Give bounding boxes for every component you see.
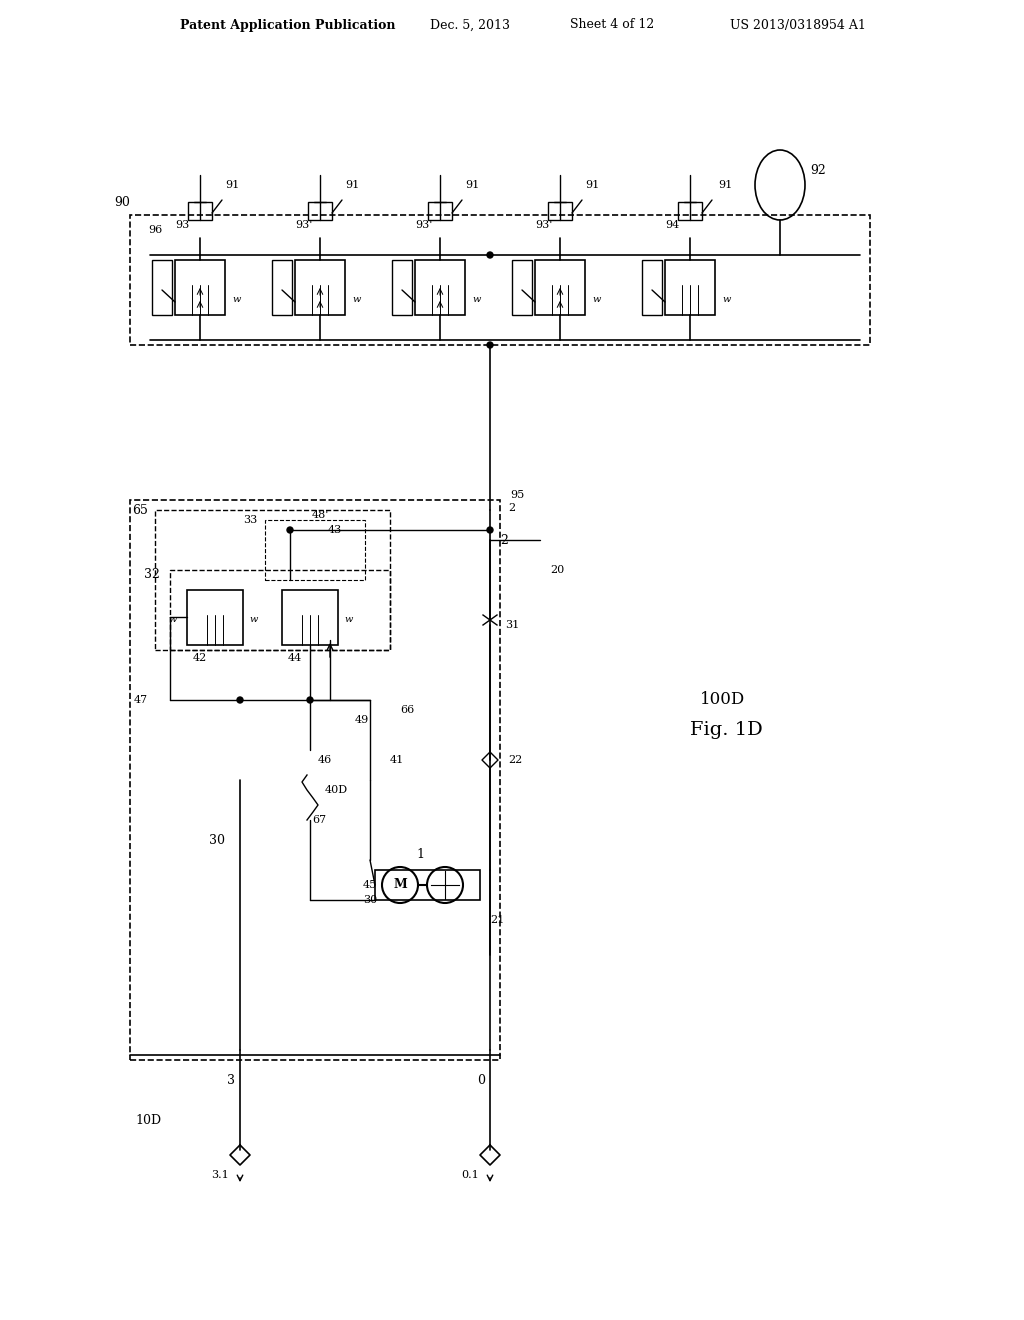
- Bar: [155, 510, 390, 649]
- Circle shape: [307, 697, 313, 704]
- Text: 49: 49: [355, 715, 370, 725]
- Text: 44: 44: [288, 653, 302, 663]
- Text: 45: 45: [362, 880, 377, 890]
- Text: 93': 93': [535, 220, 552, 230]
- Text: Fig. 1D: Fig. 1D: [690, 721, 763, 739]
- Bar: [512, 260, 532, 315]
- Text: 92: 92: [810, 164, 825, 177]
- Bar: [265, 520, 365, 579]
- Text: 95: 95: [510, 490, 524, 500]
- Text: 67: 67: [312, 814, 326, 825]
- Text: 3: 3: [227, 1073, 234, 1086]
- Bar: [130, 500, 500, 1060]
- Bar: [642, 260, 662, 315]
- Text: 0: 0: [477, 1073, 485, 1086]
- Circle shape: [287, 527, 293, 533]
- Text: 100D: 100D: [700, 692, 745, 709]
- Bar: [130, 215, 870, 345]
- Bar: [548, 202, 572, 220]
- Text: 93': 93': [295, 220, 312, 230]
- Text: w: w: [344, 615, 352, 624]
- Bar: [152, 260, 172, 315]
- Text: w: w: [352, 296, 360, 305]
- Text: US 2013/0318954 A1: US 2013/0318954 A1: [730, 18, 866, 32]
- Bar: [678, 202, 702, 220]
- Text: 91: 91: [225, 180, 240, 190]
- Bar: [282, 590, 338, 645]
- Text: 2: 2: [508, 503, 515, 513]
- Text: 96: 96: [148, 224, 162, 235]
- Bar: [175, 260, 225, 315]
- Text: Patent Application Publication: Patent Application Publication: [180, 18, 395, 32]
- Text: 91: 91: [345, 180, 359, 190]
- Text: 33: 33: [243, 515, 257, 525]
- Text: 93: 93: [175, 220, 189, 230]
- Text: 3.1: 3.1: [211, 1170, 229, 1180]
- Circle shape: [237, 697, 243, 704]
- Text: w: w: [592, 296, 600, 305]
- Text: 65: 65: [132, 503, 148, 516]
- Bar: [415, 260, 465, 315]
- Circle shape: [487, 527, 493, 533]
- Text: 30: 30: [209, 833, 225, 846]
- Circle shape: [487, 252, 493, 257]
- Bar: [170, 570, 390, 649]
- Text: 0.1: 0.1: [461, 1170, 479, 1180]
- Text: w: w: [722, 296, 730, 305]
- Text: 46: 46: [318, 755, 332, 766]
- Text: 94: 94: [665, 220, 679, 230]
- Text: M: M: [393, 879, 407, 891]
- Text: w: w: [249, 615, 257, 624]
- Bar: [308, 202, 332, 220]
- Text: 47: 47: [134, 696, 148, 705]
- Text: w: w: [472, 296, 480, 305]
- Text: 20: 20: [550, 565, 564, 576]
- Text: 41: 41: [390, 755, 404, 766]
- Text: 93': 93': [415, 220, 432, 230]
- Text: 40D: 40D: [325, 785, 348, 795]
- Bar: [665, 260, 715, 315]
- Text: 22: 22: [508, 755, 522, 766]
- Text: 10D: 10D: [135, 1114, 161, 1126]
- Bar: [187, 590, 243, 645]
- Bar: [535, 260, 585, 315]
- Text: 42: 42: [193, 653, 207, 663]
- Text: Sheet 4 of 12: Sheet 4 of 12: [570, 18, 654, 32]
- Text: 66: 66: [400, 705, 415, 715]
- Text: 91: 91: [585, 180, 599, 190]
- Text: Dec. 5, 2013: Dec. 5, 2013: [430, 18, 510, 32]
- Text: 91: 91: [465, 180, 479, 190]
- Bar: [188, 202, 212, 220]
- Text: 43: 43: [328, 525, 342, 535]
- Bar: [295, 260, 345, 315]
- Text: w: w: [232, 296, 241, 305]
- Bar: [272, 260, 292, 315]
- Bar: [428, 202, 452, 220]
- Circle shape: [487, 342, 493, 348]
- Text: 30: 30: [362, 895, 377, 906]
- Text: 90: 90: [114, 195, 130, 209]
- Text: 1: 1: [416, 849, 424, 862]
- Text: 21: 21: [490, 915, 504, 925]
- Text: 2: 2: [500, 533, 508, 546]
- Text: 48': 48': [311, 510, 329, 520]
- Text: 91: 91: [718, 180, 732, 190]
- Text: w: w: [169, 615, 177, 624]
- Text: 32: 32: [144, 569, 160, 582]
- Bar: [392, 260, 412, 315]
- Bar: [375, 870, 480, 900]
- Text: 31: 31: [505, 620, 519, 630]
